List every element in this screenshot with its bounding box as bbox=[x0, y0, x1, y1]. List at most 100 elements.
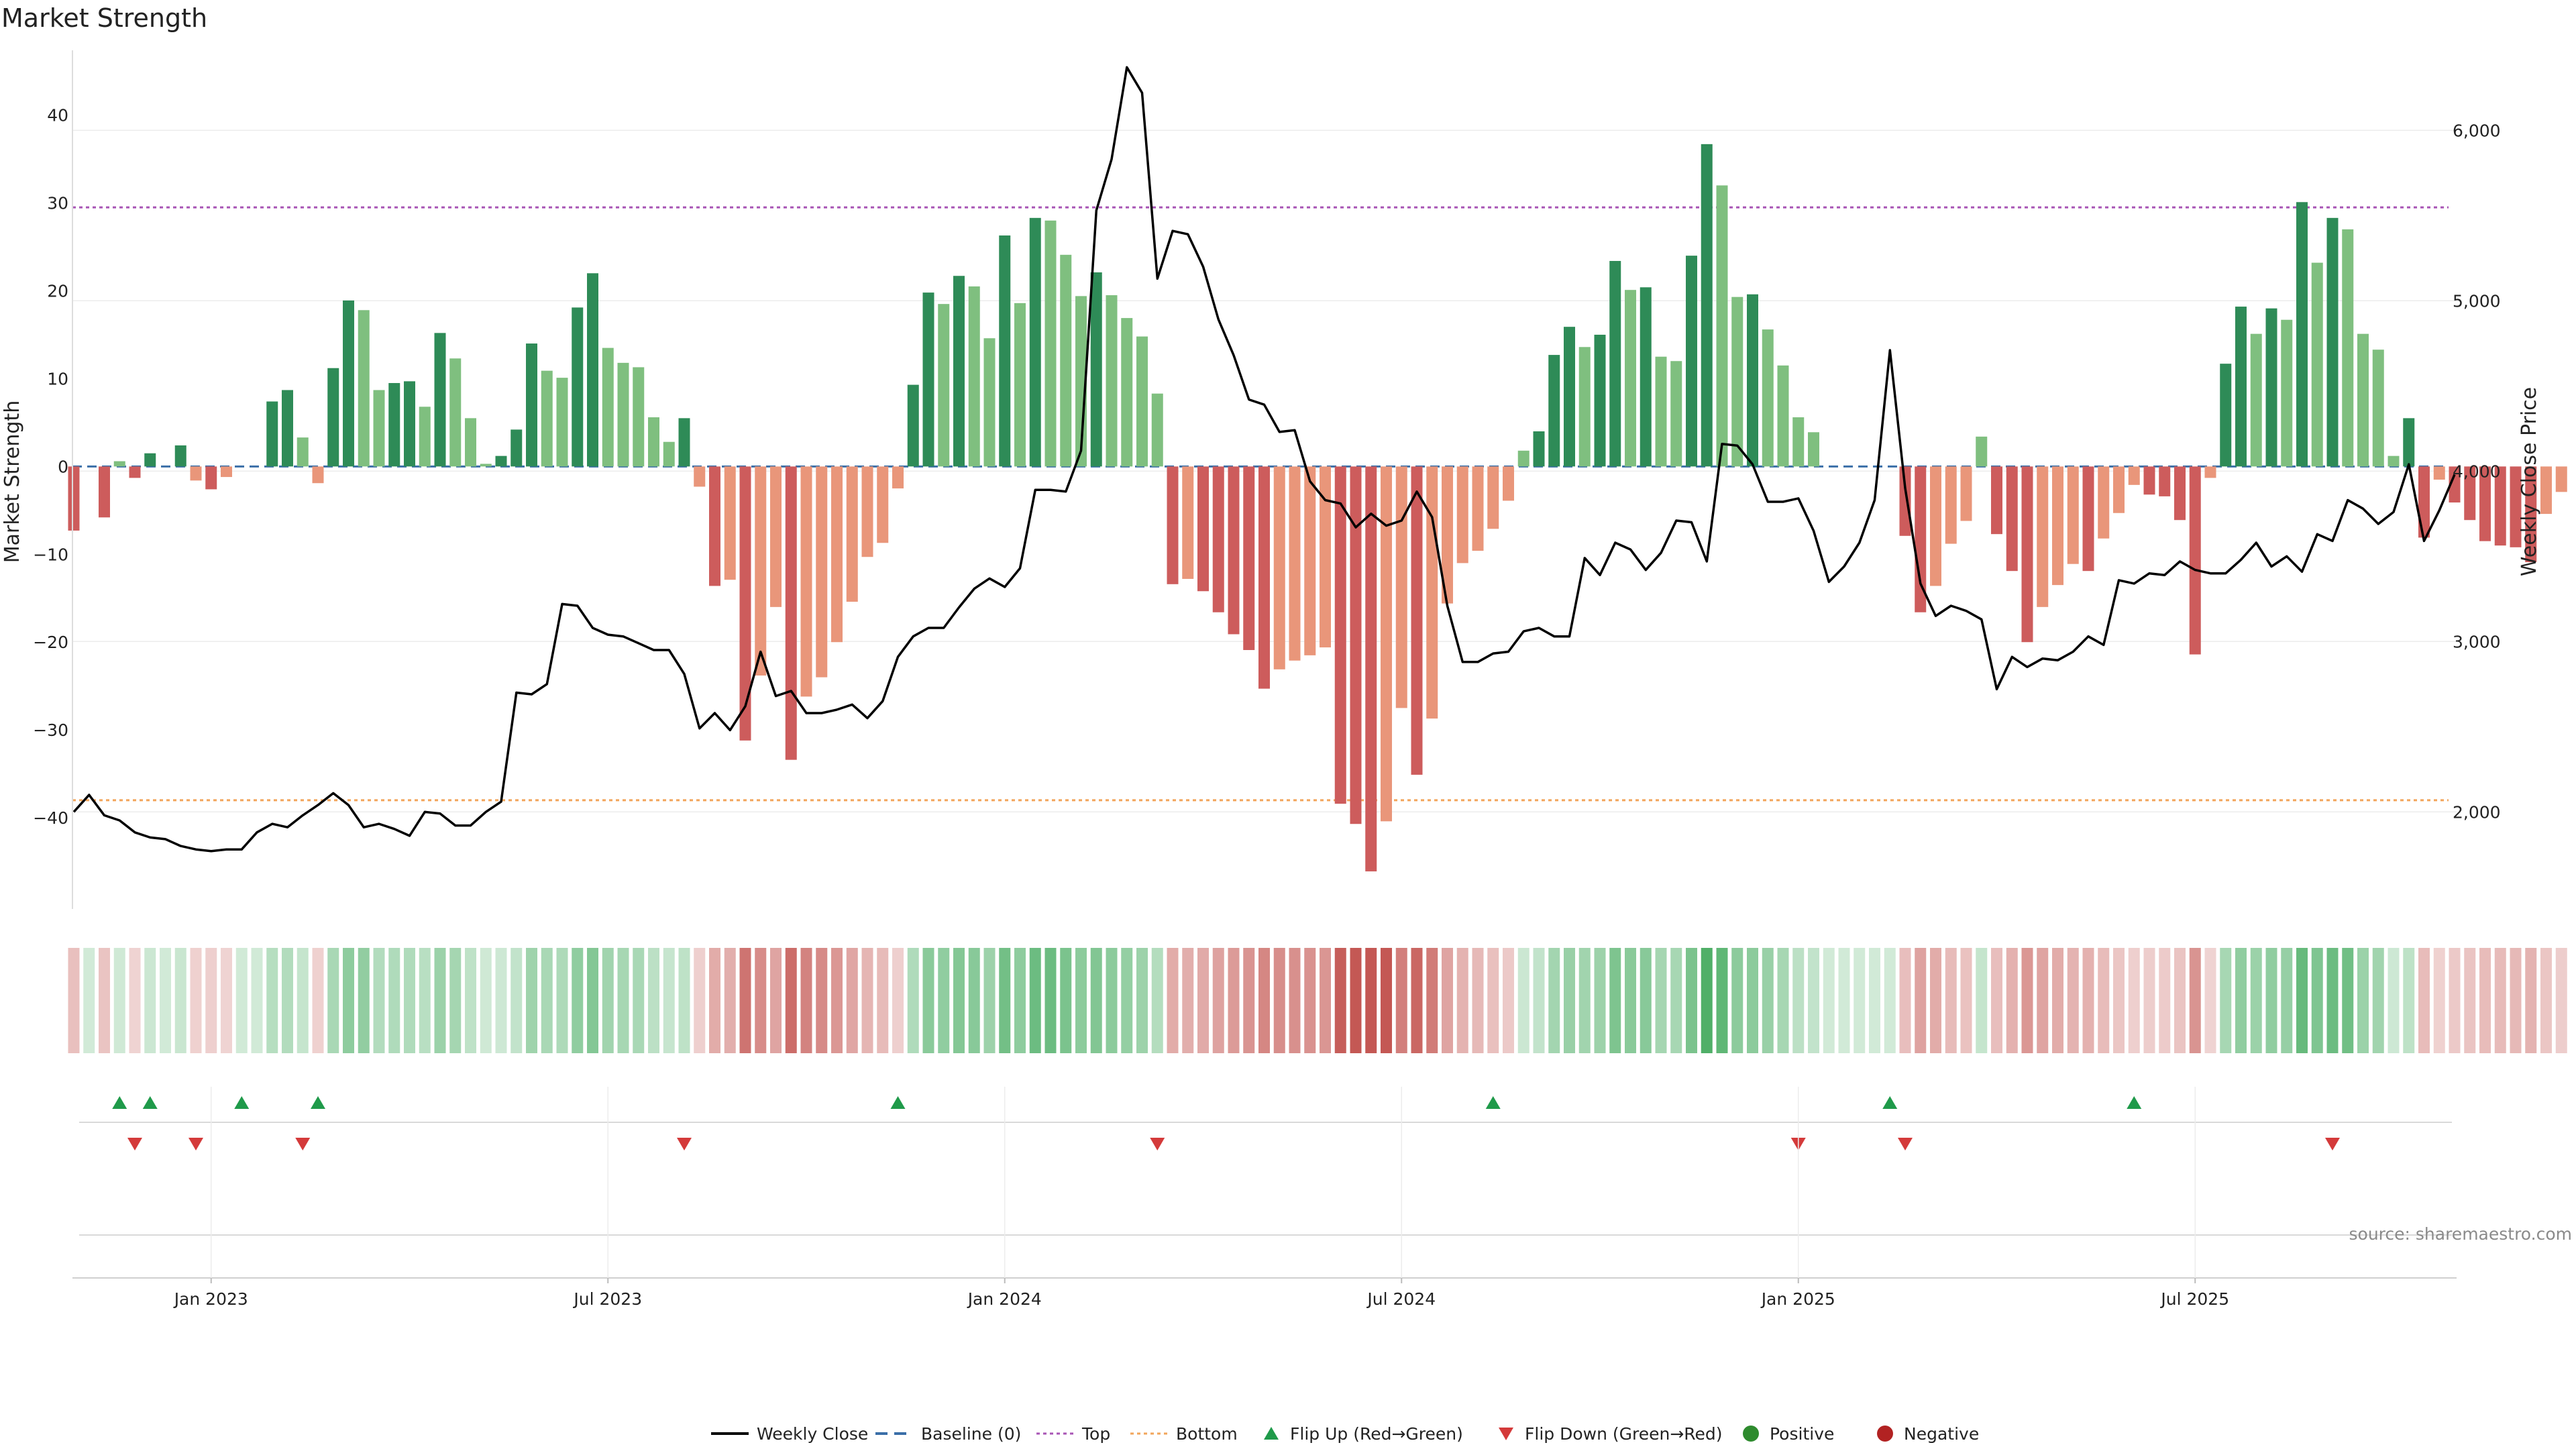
heatmap-cell bbox=[800, 948, 812, 1053]
strength-bar bbox=[1350, 466, 1362, 824]
heatmap-cell bbox=[526, 948, 537, 1053]
y-axis-left-title: Market Strength bbox=[1, 400, 24, 563]
y-tick-left-2: 20 bbox=[47, 282, 68, 301]
flip-up-marker bbox=[142, 1096, 158, 1109]
heatmap-cell bbox=[1701, 948, 1713, 1053]
strength-bar bbox=[556, 378, 568, 467]
strength-bar bbox=[297, 437, 309, 467]
heatmap-cell bbox=[1304, 948, 1316, 1053]
heatmap-cell bbox=[174, 948, 186, 1053]
heatmap-cell bbox=[2403, 948, 2415, 1053]
strength-bar bbox=[1686, 256, 1697, 467]
heatmap-cell bbox=[1747, 948, 1758, 1053]
legend-label-bottom: Bottom bbox=[1176, 1424, 1238, 1444]
strength-bar bbox=[2525, 466, 2537, 563]
strength-bar bbox=[846, 466, 858, 602]
strength-bar bbox=[1915, 466, 1927, 612]
strength-bar bbox=[2464, 466, 2476, 521]
heatmap-cell bbox=[2220, 948, 2232, 1053]
strength-bar bbox=[1747, 294, 1758, 467]
heatmap-cell bbox=[739, 948, 751, 1053]
legend-label-negative: Negative bbox=[1904, 1424, 1979, 1444]
legend-label-baseline: Baseline (0) bbox=[921, 1424, 1021, 1444]
heatmap-cell bbox=[770, 948, 782, 1053]
strength-bar bbox=[694, 466, 706, 487]
y-tick-left-7: −30 bbox=[33, 720, 68, 740]
heatmap-cell bbox=[1655, 948, 1667, 1053]
y-tick-left-3: 10 bbox=[47, 369, 68, 388]
heatmap-cell bbox=[190, 948, 202, 1053]
heatmap-cell bbox=[1716, 948, 1728, 1053]
strength-bar bbox=[1976, 436, 1988, 467]
strength-bar bbox=[2143, 466, 2155, 495]
strength-bar bbox=[2174, 466, 2186, 521]
strength-bar bbox=[1503, 466, 1514, 501]
heatmap-cell bbox=[694, 948, 706, 1053]
heatmap-cell bbox=[1197, 948, 1209, 1053]
heatmap-cell bbox=[2143, 948, 2155, 1053]
strength-bar bbox=[1365, 466, 1377, 871]
heatmap-cell bbox=[282, 948, 293, 1053]
strength-bar bbox=[2265, 308, 2277, 467]
heatmap-cell bbox=[449, 948, 462, 1053]
strength-bar bbox=[785, 466, 797, 760]
heatmap-cell bbox=[953, 948, 965, 1053]
strength-bars bbox=[68, 144, 2567, 871]
strength-bar bbox=[1991, 466, 2002, 535]
heatmap-cell bbox=[1456, 948, 1468, 1053]
weekly-close-line bbox=[72, 66, 2456, 853]
heatmap-cell bbox=[1060, 948, 1072, 1053]
strength-bar bbox=[1334, 466, 1346, 804]
heatmap-cell bbox=[2098, 948, 2110, 1053]
strength-bar bbox=[511, 429, 523, 467]
strength-bar bbox=[1456, 466, 1468, 564]
strength-bar bbox=[1548, 355, 1560, 467]
strength-bar bbox=[113, 461, 125, 467]
strength-bar bbox=[2326, 217, 2339, 467]
heatmap-cell bbox=[465, 948, 476, 1053]
flip-up-marker bbox=[112, 1096, 127, 1109]
x-tick-label-1: Jul 2023 bbox=[572, 1289, 642, 1309]
strength-bar bbox=[800, 466, 812, 697]
heatmap-cell bbox=[1533, 948, 1545, 1053]
strength-bar bbox=[2235, 307, 2247, 467]
strength-bar bbox=[2082, 466, 2094, 572]
heatmap-cell bbox=[404, 948, 415, 1053]
strength-bar bbox=[2510, 466, 2522, 547]
strength-bar bbox=[2494, 466, 2506, 546]
heatmap-cell bbox=[2082, 948, 2094, 1053]
strength-bar bbox=[1517, 450, 1529, 467]
heatmap-cell bbox=[1899, 948, 1911, 1053]
heatmap-cell bbox=[2372, 948, 2384, 1053]
legend-swatch-flip-down bbox=[1499, 1428, 1513, 1440]
strength-bar bbox=[174, 445, 186, 467]
flip-down-marker bbox=[1150, 1138, 1165, 1150]
strength-bar bbox=[1472, 466, 1484, 551]
x-tick-label-5: Jul 2025 bbox=[2159, 1289, 2229, 1309]
heatmap-cell bbox=[877, 948, 889, 1053]
y-tick-right-1: 5,000 bbox=[2453, 291, 2501, 311]
strength-bar bbox=[1777, 365, 1789, 467]
heatmap-cell bbox=[1578, 948, 1591, 1053]
axes: 40 30 20 10 0 −10 −20 −30 −40 6,000 5,000 4,000 3,00… bbox=[33, 50, 2501, 909]
strength-bar bbox=[877, 466, 889, 543]
heatmap-cell bbox=[617, 948, 629, 1053]
strength-bar bbox=[2006, 466, 2018, 572]
heatmap-cell bbox=[1625, 948, 1636, 1053]
strength-bar bbox=[617, 362, 629, 467]
heatmap-cell bbox=[2494, 948, 2506, 1053]
heatmap-cell bbox=[2387, 948, 2400, 1053]
flip-down-marker bbox=[127, 1138, 142, 1150]
strength-bar bbox=[358, 310, 370, 467]
strength-bar bbox=[2204, 466, 2216, 478]
strength-bar bbox=[282, 390, 293, 467]
heatmap-cell bbox=[1167, 948, 1179, 1053]
strength-bar bbox=[2540, 466, 2552, 515]
heatmap-cell bbox=[434, 948, 446, 1053]
strength-bar bbox=[2189, 466, 2201, 655]
heatmap-cell bbox=[999, 948, 1011, 1053]
flip-down-marker bbox=[295, 1138, 311, 1150]
heatmap-cell bbox=[1442, 948, 1453, 1053]
flip-down-marker bbox=[2325, 1138, 2340, 1150]
heatmap-cell bbox=[724, 948, 736, 1053]
